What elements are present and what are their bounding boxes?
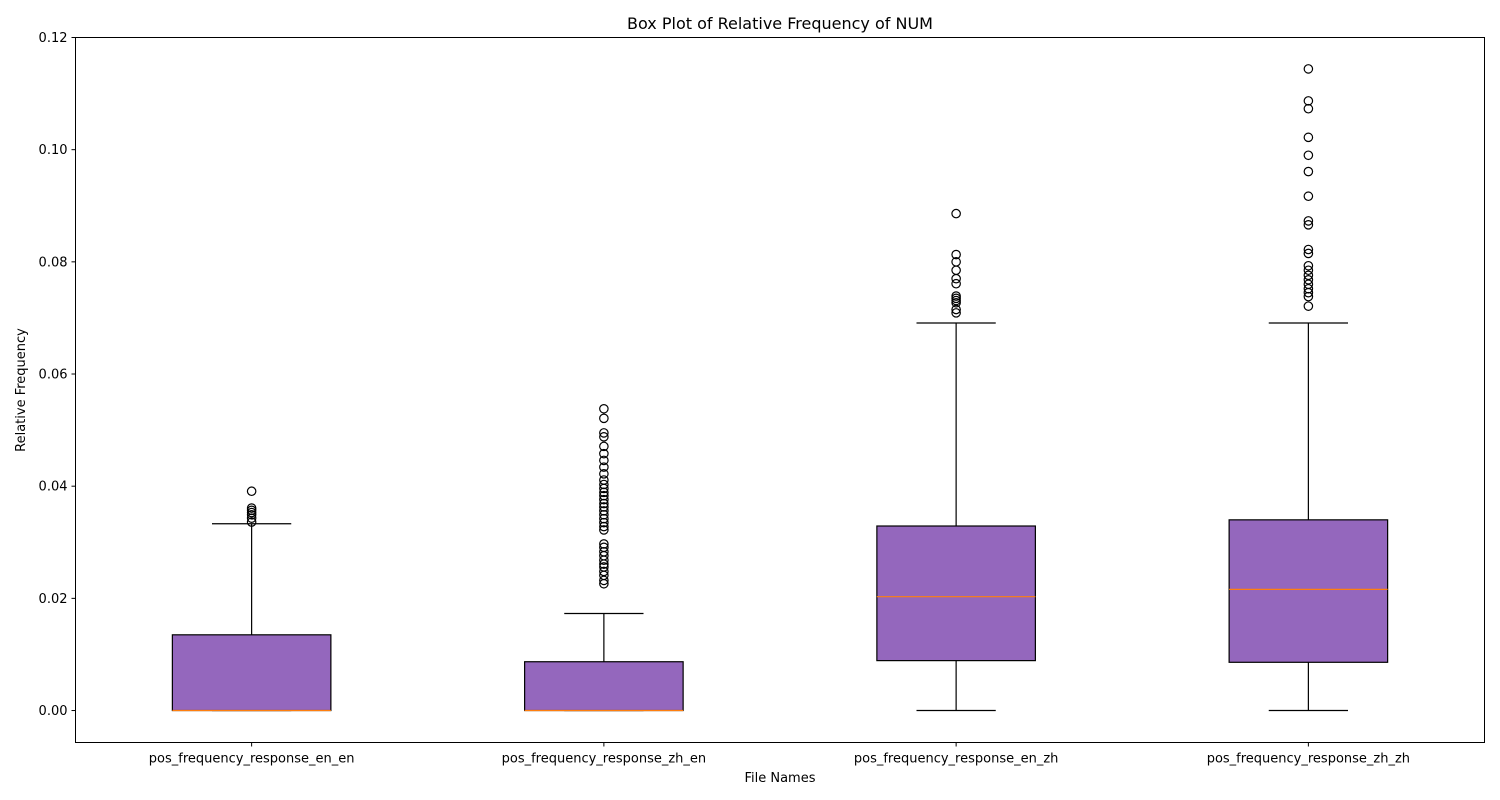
- outlier-point: [1303, 191, 1314, 202]
- box-iqr: [524, 661, 684, 712]
- y-tick-label: 0.02: [39, 592, 68, 607]
- outlier-point: [951, 308, 961, 318]
- outlier-point: [246, 503, 257, 513]
- outlier-point: [246, 486, 257, 497]
- box-group: [1228, 64, 1389, 712]
- plot-area: [171, 64, 1389, 712]
- outlier-point: [1303, 220, 1314, 230]
- box-group: [524, 403, 684, 712]
- outlier-point: [599, 403, 609, 414]
- outlier-point: [599, 448, 609, 459]
- plot-frame: [75, 37, 1485, 743]
- outlier-point: [1303, 150, 1314, 161]
- outlier-point: [599, 432, 609, 442]
- outlier-point: [951, 208, 961, 219]
- outlier-point: [1303, 265, 1314, 276]
- outlier-point: [599, 413, 609, 424]
- outlier-point: [951, 291, 961, 301]
- outlier-point: [599, 455, 609, 466]
- outlier-point: [599, 479, 609, 490]
- outlier-point: [599, 562, 609, 572]
- x-tick-label: pos_frequency_response_en_en: [149, 752, 355, 767]
- box-iqr: [171, 634, 332, 712]
- outlier-point: [599, 462, 609, 472]
- box-iqr: [876, 525, 1036, 662]
- outlier-point: [599, 475, 609, 485]
- outlier-point: [951, 249, 961, 260]
- outlier-point: [1303, 244, 1314, 255]
- outlier-point: [951, 273, 961, 284]
- outlier-point: [1303, 132, 1314, 143]
- outlier-point: [951, 265, 961, 276]
- outlier-point: [599, 539, 609, 549]
- outlier-point: [1303, 270, 1314, 281]
- outlier-point: [599, 566, 609, 577]
- outlier-point: [1303, 248, 1314, 259]
- x-tick-label: pos_frequency_response_zh_zh: [1207, 752, 1410, 767]
- y-tick-label: 0.08: [39, 255, 68, 270]
- y-axis-label: Relative Frequency: [14, 328, 29, 452]
- outlier-point: [599, 494, 609, 505]
- outlier-point: [599, 469, 609, 479]
- outlier-point: [951, 278, 961, 289]
- y-tick-label: 0.00: [39, 704, 68, 719]
- box-group: [171, 486, 332, 712]
- outlier-point: [599, 502, 609, 512]
- y-tick-label: 0.04: [39, 480, 68, 495]
- outlier-point: [1303, 103, 1314, 114]
- x-tick-label: pos_frequency_response_zh_en: [502, 752, 707, 767]
- outlier-point: [599, 441, 609, 452]
- x-axis-label: File Names: [744, 771, 815, 786]
- box-group: [876, 208, 1036, 712]
- outlier-point: [1303, 260, 1314, 271]
- outlier-point: [1303, 64, 1314, 74]
- outlier-point: [1303, 274, 1314, 285]
- outlier-point: [599, 490, 609, 501]
- outlier-point: [599, 428, 609, 438]
- outlier-point: [1303, 301, 1314, 311]
- outlier-point: [1303, 166, 1314, 177]
- outlier-point: [599, 542, 609, 553]
- outlier-point: [951, 257, 961, 267]
- outlier-point: [599, 525, 609, 535]
- y-tick-label: 0.10: [39, 143, 68, 158]
- outlier-point: [1303, 216, 1314, 226]
- x-tick-label: pos_frequency_response_en_zh: [854, 752, 1059, 767]
- box-iqr: [1228, 519, 1389, 663]
- chart-title: Box Plot of Relative Frequency of NUM: [627, 14, 933, 33]
- y-tick-label: 0.12: [39, 31, 68, 46]
- outlier-point: [1303, 96, 1314, 106]
- outlier-point: [599, 506, 609, 516]
- y-tick-label: 0.06: [39, 368, 68, 383]
- outlier-point: [246, 517, 257, 527]
